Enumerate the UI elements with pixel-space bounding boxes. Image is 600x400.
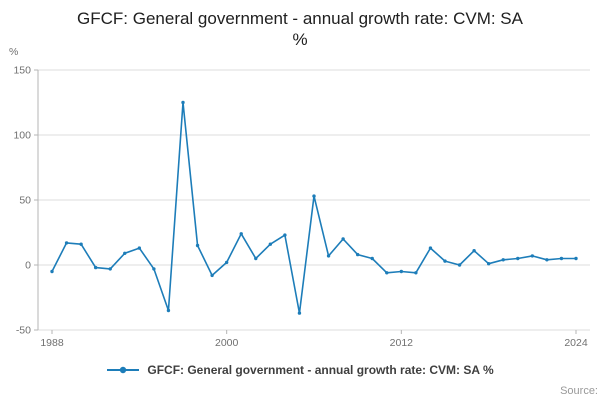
growth-line-chart: -50 0 50 100 150 1988 2000 2012 2024	[13, 65, 590, 349]
svg-text:150: 150	[13, 65, 31, 77]
source-label: Source:	[560, 385, 598, 397]
svg-text:2024: 2024	[564, 337, 588, 349]
svg-text:50: 50	[19, 195, 31, 207]
chart-title-line1: GFCF: General government - annual growth…	[77, 9, 523, 28]
chart-title-line2: %	[292, 30, 308, 49]
svg-text:1988: 1988	[40, 337, 64, 349]
svg-text:2000: 2000	[215, 337, 239, 349]
svg-text:100: 100	[13, 130, 31, 142]
legend-line-marker-icon	[107, 366, 140, 374]
legend: GFCF: General government - annual growth…	[0, 363, 600, 377]
y-axis-unit-label: %	[9, 46, 19, 58]
svg-text:2012: 2012	[390, 337, 414, 349]
svg-text:-50: -50	[16, 325, 31, 337]
legend-label: GFCF: General government - annual growth…	[147, 363, 494, 377]
svg-text:0: 0	[25, 260, 31, 272]
chart-title: GFCF: General government - annual growth…	[0, 8, 600, 50]
